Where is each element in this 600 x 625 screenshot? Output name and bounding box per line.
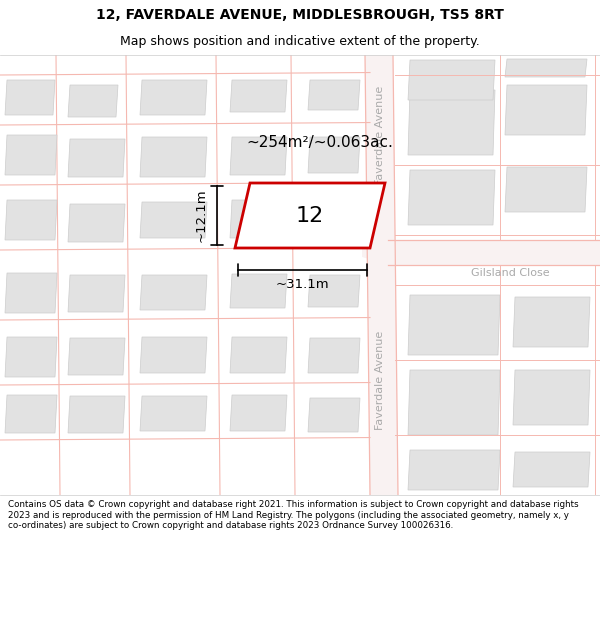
Polygon shape bbox=[408, 60, 495, 100]
Polygon shape bbox=[235, 183, 385, 248]
Text: Gilsland Close: Gilsland Close bbox=[470, 268, 550, 278]
Polygon shape bbox=[408, 370, 500, 435]
Polygon shape bbox=[230, 395, 287, 431]
Polygon shape bbox=[365, 55, 398, 495]
Polygon shape bbox=[513, 297, 590, 347]
Polygon shape bbox=[230, 80, 287, 112]
Polygon shape bbox=[513, 370, 590, 425]
Text: ~31.1m: ~31.1m bbox=[275, 278, 329, 291]
Polygon shape bbox=[140, 337, 207, 373]
Polygon shape bbox=[5, 273, 57, 313]
Polygon shape bbox=[140, 202, 207, 238]
Text: ~12.1m: ~12.1m bbox=[194, 189, 208, 242]
Text: 12, FAVERDALE AVENUE, MIDDLESBROUGH, TS5 8RT: 12, FAVERDALE AVENUE, MIDDLESBROUGH, TS5… bbox=[96, 8, 504, 22]
Text: ~254m²/~0.063ac.: ~254m²/~0.063ac. bbox=[247, 136, 394, 151]
Polygon shape bbox=[230, 274, 287, 308]
Text: Faverdale Avenue: Faverdale Avenue bbox=[375, 331, 385, 429]
Polygon shape bbox=[68, 396, 125, 433]
Polygon shape bbox=[408, 450, 500, 490]
Text: 12: 12 bbox=[296, 206, 324, 226]
Polygon shape bbox=[308, 398, 360, 432]
Polygon shape bbox=[68, 275, 125, 312]
Polygon shape bbox=[505, 85, 587, 135]
Polygon shape bbox=[513, 452, 590, 487]
Polygon shape bbox=[308, 338, 360, 373]
Polygon shape bbox=[140, 80, 207, 115]
Polygon shape bbox=[140, 137, 207, 177]
Polygon shape bbox=[362, 240, 390, 265]
Polygon shape bbox=[308, 80, 360, 110]
Polygon shape bbox=[408, 90, 495, 155]
Polygon shape bbox=[230, 337, 287, 373]
Polygon shape bbox=[505, 167, 587, 212]
Polygon shape bbox=[5, 337, 57, 377]
Text: Contains OS data © Crown copyright and database right 2021. This information is : Contains OS data © Crown copyright and d… bbox=[8, 500, 578, 530]
Polygon shape bbox=[308, 137, 360, 173]
Polygon shape bbox=[5, 80, 55, 115]
Polygon shape bbox=[68, 204, 125, 242]
Polygon shape bbox=[68, 338, 125, 375]
Polygon shape bbox=[140, 396, 207, 431]
Polygon shape bbox=[505, 59, 587, 77]
Polygon shape bbox=[5, 135, 57, 175]
Polygon shape bbox=[408, 295, 500, 355]
Polygon shape bbox=[308, 275, 360, 307]
Polygon shape bbox=[408, 170, 495, 225]
Polygon shape bbox=[140, 275, 207, 310]
Polygon shape bbox=[230, 200, 287, 238]
Polygon shape bbox=[308, 201, 360, 237]
Polygon shape bbox=[5, 395, 57, 433]
Polygon shape bbox=[388, 240, 600, 265]
Polygon shape bbox=[5, 200, 57, 240]
Polygon shape bbox=[68, 139, 125, 177]
Polygon shape bbox=[230, 137, 287, 175]
Polygon shape bbox=[68, 85, 118, 117]
Text: Map shows position and indicative extent of the property.: Map shows position and indicative extent… bbox=[120, 35, 480, 48]
Text: Faverdale Avenue: Faverdale Avenue bbox=[375, 86, 385, 184]
